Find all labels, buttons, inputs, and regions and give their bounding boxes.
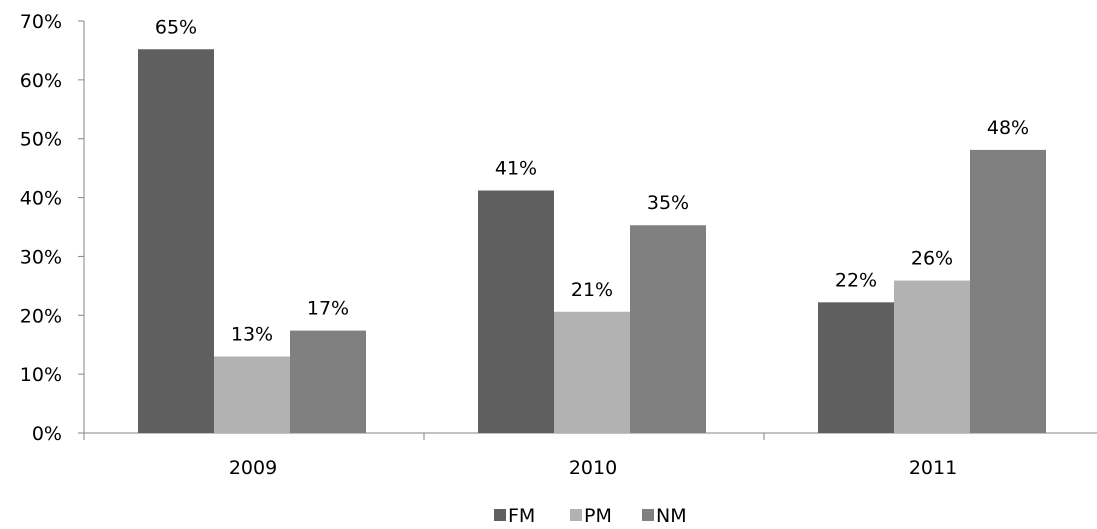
legend-swatch-nm [642, 509, 654, 521]
bar-pm-2011 [894, 280, 970, 433]
x-tick-label: 2009 [229, 457, 277, 479]
y-tick-label: 20% [20, 305, 62, 327]
y-tick-label: 0% [32, 423, 62, 445]
bar-fm-2011 [818, 302, 894, 433]
bar-fm-2009 [138, 49, 214, 433]
data-label-nm-2010: 35% [647, 192, 689, 214]
data-label-fm-2010: 41% [495, 158, 537, 180]
bar-nm-2010 [630, 225, 706, 433]
legend-label-fm: FM [508, 505, 535, 527]
bar-fm-2010 [478, 190, 554, 433]
y-ticks: 0% 10% 20% 30% 40% 50% 60% 70% [20, 11, 84, 445]
x-tick-label: 2010 [569, 457, 617, 479]
y-tick-label: 60% [20, 70, 62, 92]
legend-label-pm: PM [584, 505, 612, 527]
y-tick-label: 40% [20, 188, 62, 210]
data-label-nm-2009: 17% [307, 298, 349, 320]
legend-label-nm: NM [656, 505, 687, 527]
x-tick-label: 2011 [909, 457, 957, 479]
legend-swatch-fm [494, 509, 506, 521]
data-label-pm-2010: 21% [571, 279, 613, 301]
bar-nm-2011 [970, 149, 1046, 433]
data-labels: 65% 41% 22% 13% 21% 26% 17% 35% 48% [155, 16, 1029, 345]
bar-nm-2009 [290, 330, 366, 433]
y-tick-label: 70% [20, 11, 62, 33]
legend-swatch-pm [570, 509, 582, 521]
data-label-pm-2009: 13% [231, 323, 273, 345]
bar-pm-2009 [214, 356, 290, 433]
data-label-nm-2011: 48% [987, 117, 1029, 139]
data-label-pm-2011: 26% [911, 248, 953, 270]
bars [138, 49, 1046, 433]
y-tick-label: 50% [20, 129, 62, 151]
y-tick-label: 30% [20, 246, 62, 268]
data-label-fm-2009: 65% [155, 16, 197, 38]
x-ticks: 2009 2010 2011 [83, 433, 957, 479]
legend: FM PM NM [494, 505, 687, 527]
data-label-fm-2011: 22% [835, 269, 877, 291]
bar-pm-2010 [554, 311, 630, 433]
y-tick-label: 10% [20, 364, 62, 386]
